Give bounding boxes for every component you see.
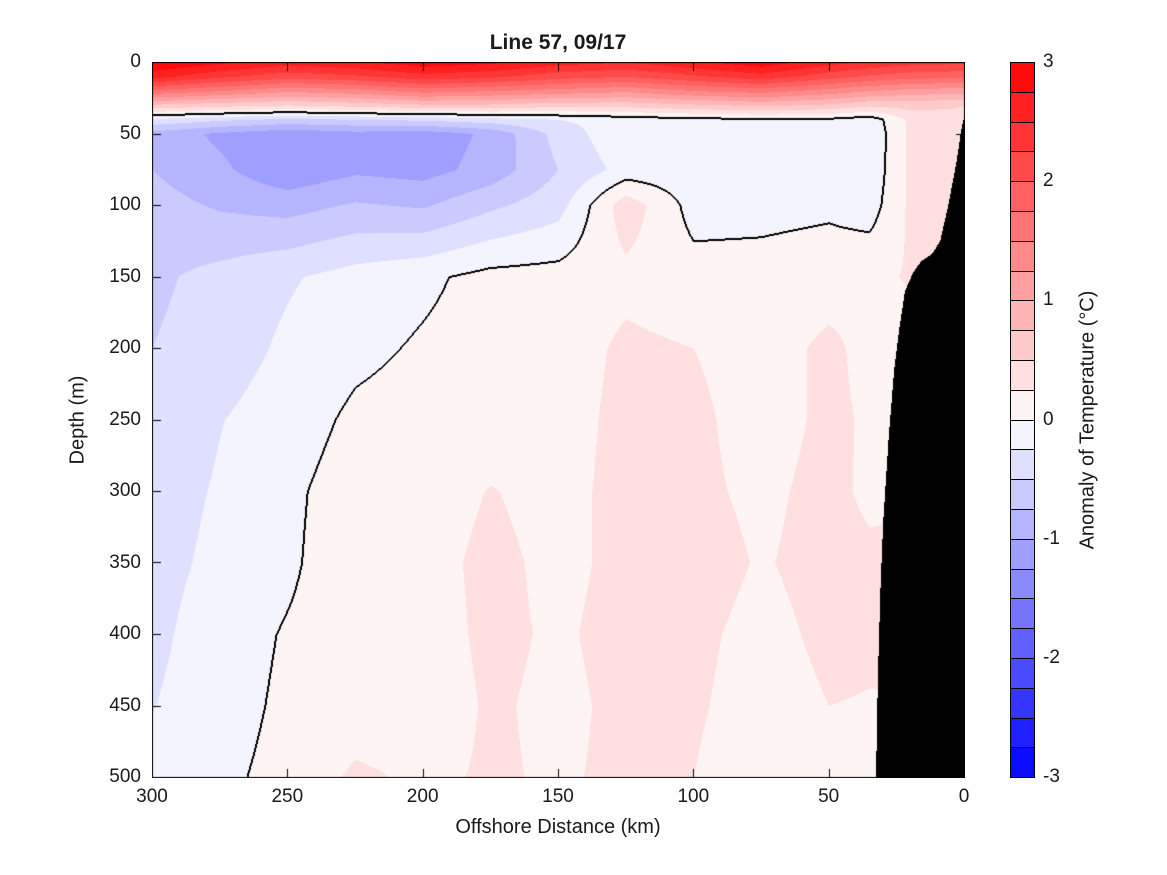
y-tick-label: 450	[109, 694, 141, 716]
y-tick-label: 300	[109, 480, 141, 501]
y-tick-label: 0	[130, 51, 141, 72]
colorbar-segment	[1011, 210, 1034, 241]
colorbar-segment	[1011, 270, 1034, 301]
colorbar-segment	[1011, 330, 1034, 360]
colorbar-segment	[1011, 687, 1034, 718]
y-tick-label: 200	[109, 337, 141, 358]
chart-title: Line 57, 09/17	[489, 31, 627, 54]
y-axis-label: Depth (m)	[66, 375, 89, 465]
x-tick-label: 300	[136, 786, 168, 807]
colorbar-segment	[1011, 479, 1034, 509]
colorbar-segment	[1011, 121, 1034, 152]
y-tick-label: 100	[109, 194, 141, 215]
colorbar-segment	[1011, 151, 1034, 182]
colorbar-segment	[1011, 508, 1034, 539]
colorbar-segment	[1011, 657, 1034, 688]
y-tick-label: 250	[109, 408, 141, 430]
y-tick-label: 50	[119, 122, 141, 144]
x-tick-label: 0	[958, 786, 970, 807]
colorbar-segment	[1011, 717, 1034, 748]
y-tick-label: 500	[109, 766, 141, 787]
colorbar-segment	[1011, 628, 1034, 658]
colorbar-tick-label: 1	[1043, 289, 1054, 311]
y-tick-label: 400	[109, 623, 141, 644]
colorbar-segment	[1011, 747, 1034, 778]
colorbar-tick-label: -1	[1043, 527, 1060, 549]
colorbar-segment	[1011, 63, 1034, 92]
colorbar-segment	[1011, 240, 1034, 271]
x-tick-label: 100	[677, 786, 710, 807]
x-tick-label: 250	[271, 786, 304, 807]
y-tick-label: 350	[109, 551, 141, 573]
colorbar-tick-label: 2	[1043, 170, 1054, 192]
colorbar-segment	[1011, 300, 1034, 331]
colorbar-segment	[1011, 598, 1034, 629]
colorbar-tick-label: -3	[1043, 766, 1060, 787]
colorbar-tick-label: 0	[1043, 408, 1054, 430]
colorbar-segment	[1011, 419, 1034, 450]
x-tick-label: 150	[542, 786, 574, 807]
colorbar	[1010, 62, 1035, 778]
colorbar-segment	[1011, 449, 1034, 480]
colorbar-segment	[1011, 91, 1034, 122]
colorbar-tick-label: 3	[1043, 51, 1054, 72]
colorbar-segment	[1011, 538, 1034, 569]
temperature-section-plot	[152, 62, 965, 778]
colorbar-tick-label: -2	[1043, 646, 1060, 668]
colorbar-label: Anomaly of Temperature (°C)	[1076, 290, 1099, 550]
colorbar-segment	[1011, 568, 1034, 599]
colorbar-segment	[1011, 181, 1034, 211]
x-tick-label: 200	[406, 786, 439, 807]
x-axis-label: Offshore Distance (km)	[455, 816, 661, 838]
y-tick-label: 150	[109, 265, 141, 287]
colorbar-segment	[1011, 389, 1034, 420]
colorbar-segment	[1011, 359, 1034, 390]
x-tick-label: 50	[818, 786, 840, 807]
